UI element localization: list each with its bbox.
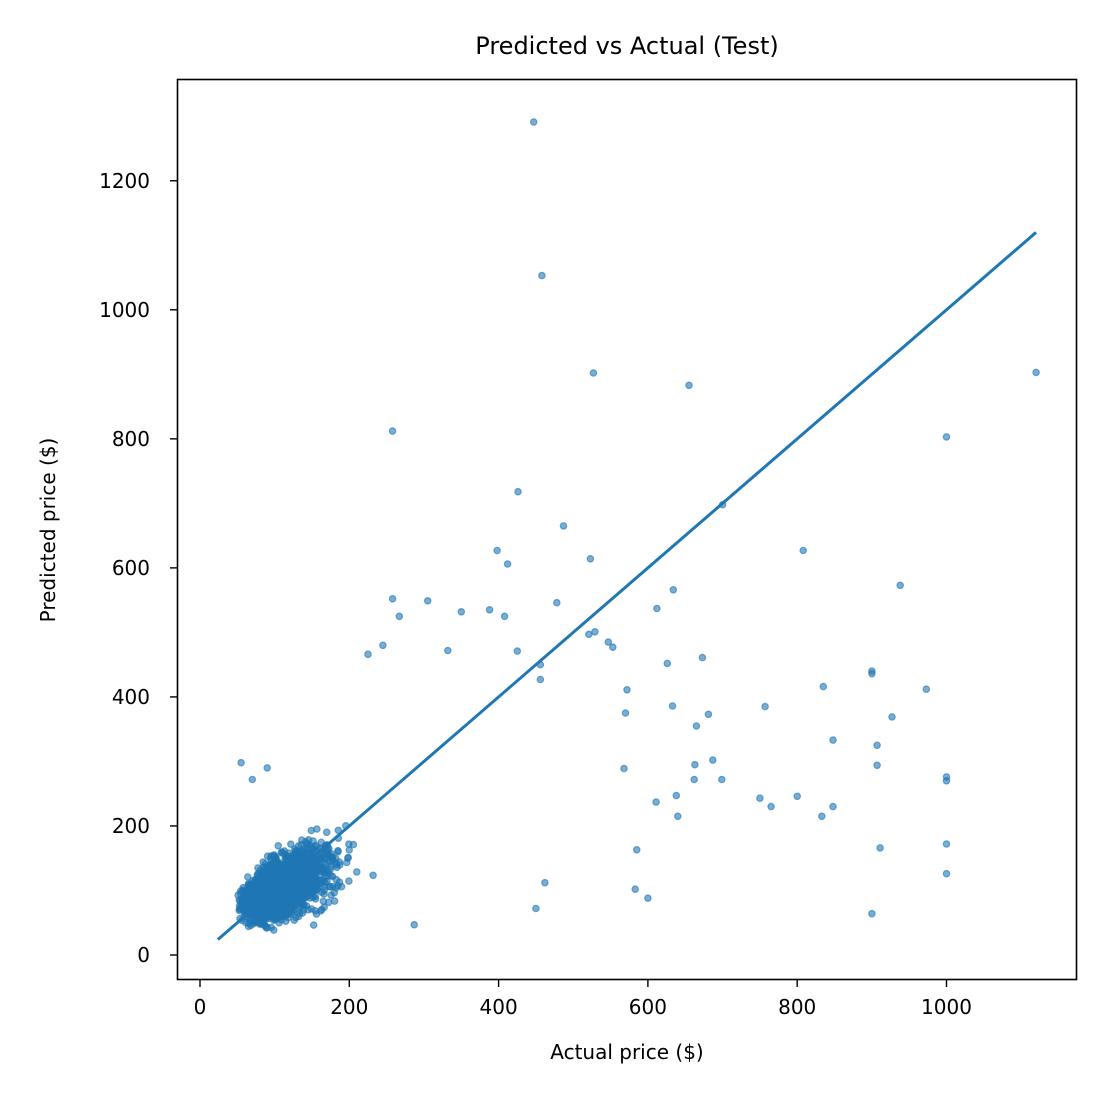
x-tick-label: 600 — [628, 995, 667, 1019]
y-tick-label: 0 — [137, 943, 150, 967]
x-tick-label: 200 — [330, 995, 369, 1019]
x-tick-label: 0 — [193, 995, 207, 1019]
y-tick-label: 1200 — [99, 168, 150, 193]
y-tick-label: 400 — [111, 684, 150, 709]
y-tick-label: 600 — [111, 555, 150, 580]
chart-title: Predicted vs Actual (Test) — [475, 32, 779, 60]
x-tick-label: 400 — [479, 995, 518, 1019]
x-tick-label: 800 — [778, 995, 817, 1019]
axes-frame — [176, 78, 1078, 981]
x-axis-label: Actual price ($) — [550, 1040, 704, 1064]
y-tick-label: 800 — [111, 426, 150, 451]
y-tick-label: 200 — [111, 813, 150, 838]
x-tick-label: 1000 — [921, 995, 972, 1019]
y-tick-label: 1000 — [99, 297, 150, 322]
scatter-points — [234, 118, 1040, 934]
reference-line — [216, 231, 1038, 941]
tick-marks — [170, 180, 948, 987]
